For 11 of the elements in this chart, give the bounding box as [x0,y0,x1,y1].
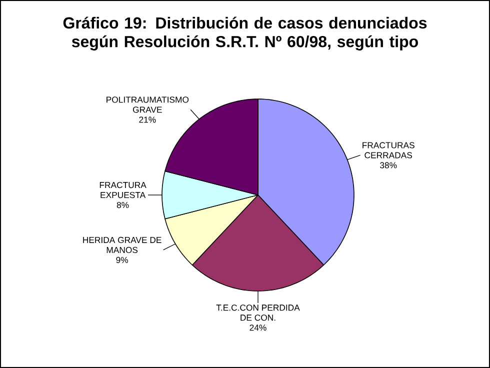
data-label: 21% [139,116,156,123]
slice-label: POLITRAUMATISMO GRAVE [106,96,189,113]
chart-title: Gráfico 19: Distribución de casos denunciados según Resolución S.R.T. Nº 60/98, según tipo [63,16,427,50]
data-label: 24% [250,324,266,331]
data-label: 9% [116,256,128,264]
data-label: 38% [380,162,397,168]
slice-label: FRACTURAS CERRADAS [362,142,414,158]
slice-label: FRACTURA EXPUESTA [100,182,146,198]
slice-label: T.E.C.CON PERDIDA DE CON. [216,304,300,321]
slice-label: HERIDA GRAVE DE MANOS [83,236,162,254]
data-label: 8% [116,202,129,208]
